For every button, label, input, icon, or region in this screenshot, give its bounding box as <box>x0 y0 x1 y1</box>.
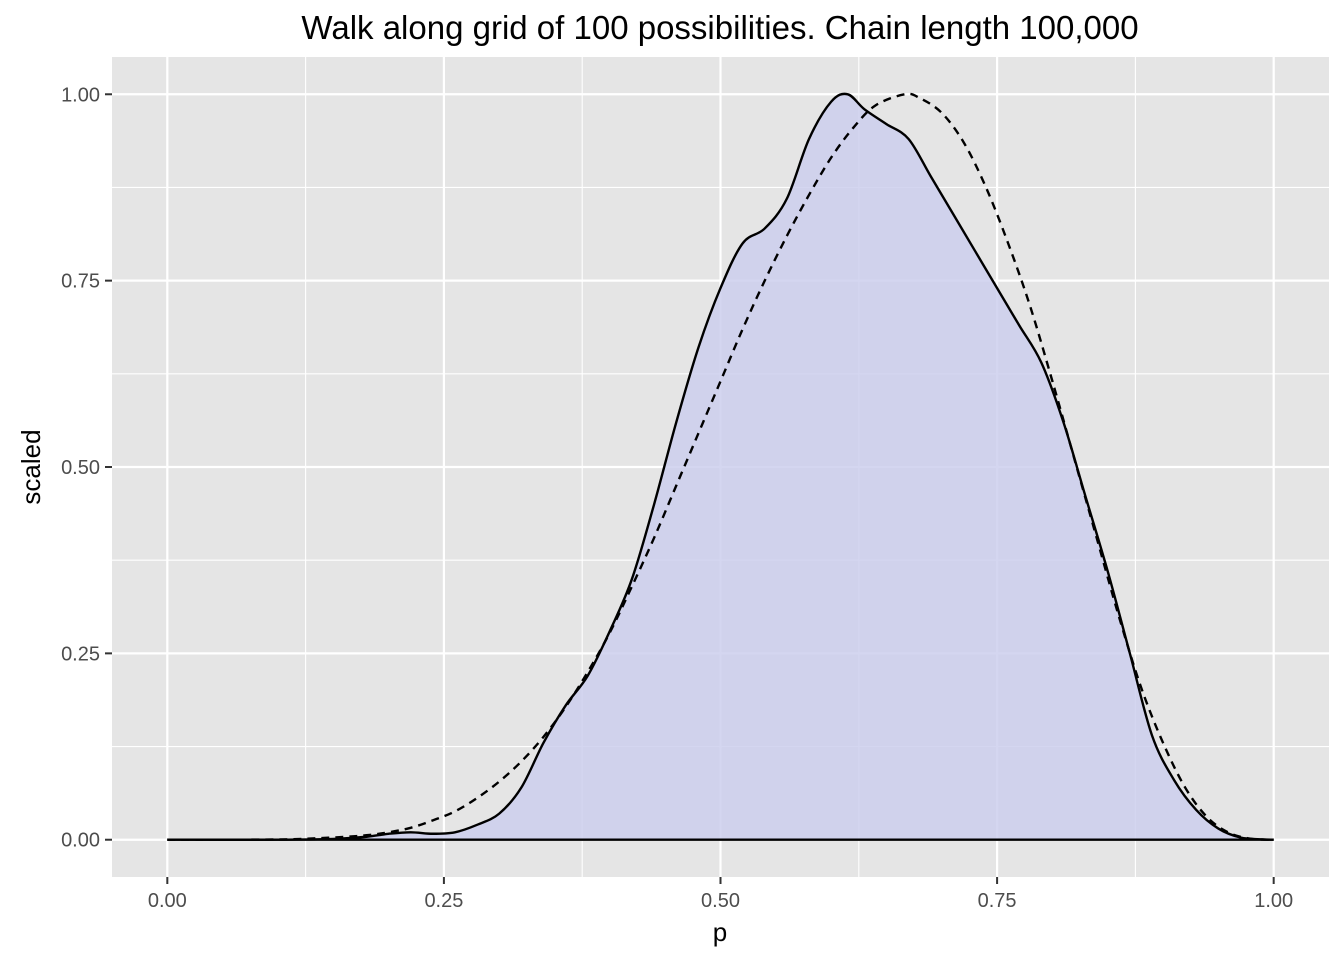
x-axis-title: p <box>713 917 727 947</box>
y-tick-label: 0.50 <box>61 457 100 479</box>
y-tick-label: 0.00 <box>61 830 100 852</box>
y-tick-label: 0.75 <box>61 271 100 293</box>
y-tick-label: 0.25 <box>61 643 100 665</box>
y-tick-label: 1.00 <box>61 84 100 106</box>
y-axis-ticks: 0.00 0.25 0.50 0.75 1.00 <box>61 84 112 852</box>
x-tick-label: 0.00 <box>148 890 187 912</box>
y-axis-title: scaled <box>16 429 46 504</box>
x-tick-label: 0.75 <box>978 890 1017 912</box>
chart-title: Walk along grid of 100 possibilities. Ch… <box>301 9 1138 46</box>
x-tick-label: 0.25 <box>424 890 463 912</box>
x-tick-label: 1.00 <box>1254 890 1293 912</box>
theoretical-density-line <box>167 92 1274 841</box>
x-tick-label: 0.50 <box>701 890 740 912</box>
x-axis-ticks: 0.00 0.25 0.50 0.75 1.00 <box>148 877 1293 912</box>
sampled-density-area <box>167 93 1274 840</box>
